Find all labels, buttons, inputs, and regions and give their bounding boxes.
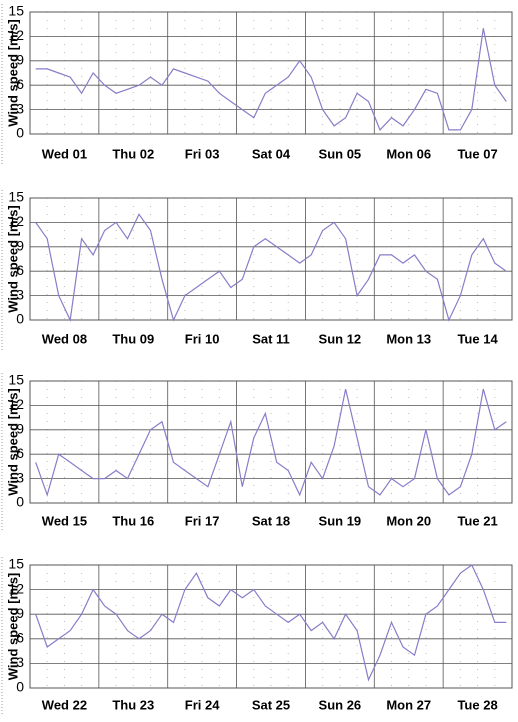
y-tick-label: 0 xyxy=(16,679,24,695)
wind-line xyxy=(35,28,507,131)
x-tick-label: Tue 07 xyxy=(457,146,497,161)
y-tick-label: 6 xyxy=(16,630,24,646)
x-tick-label: Sat 04 xyxy=(252,146,291,161)
y-tick-label: 15 xyxy=(8,189,24,205)
y-tick-label: 0 xyxy=(16,494,24,510)
y-tick-label: 6 xyxy=(16,262,24,278)
x-tick-label: Tue 28 xyxy=(457,697,497,712)
wind-line xyxy=(35,388,507,497)
plot-area xyxy=(29,197,513,321)
y-tick-label: 6 xyxy=(16,445,24,461)
x-tick-label: Fri 03 xyxy=(185,146,220,161)
y-tick-label: 12 xyxy=(8,213,24,229)
x-tick-label: Sat 18 xyxy=(252,513,290,528)
x-tick-label: Sat 11 xyxy=(252,331,290,346)
x-tick-label: Sun 26 xyxy=(319,697,362,712)
y-tick-label: 0 xyxy=(16,311,24,327)
x-tick-label: Wed 15 xyxy=(42,513,87,528)
y-axis-label: Wind speed [m/s] xyxy=(5,205,20,313)
plot-area xyxy=(29,564,513,689)
y-tick-label: 12 xyxy=(8,27,24,43)
x-tick-label: Fri 17 xyxy=(185,513,220,528)
x-tick-label: Wed 22 xyxy=(42,697,87,712)
x-tick-label: Mon 13 xyxy=(386,331,431,346)
y-tick-label: 15 xyxy=(8,3,24,19)
x-tick-label: Wed 01 xyxy=(42,146,87,161)
y-tick-label: 0 xyxy=(16,125,24,141)
y-tick-label: 15 xyxy=(8,556,24,572)
x-tick-label: Fri 24 xyxy=(185,697,220,712)
y-tick-label: 3 xyxy=(16,654,24,670)
x-tick-label: Mon 06 xyxy=(386,146,431,161)
x-tick-label: Fri 10 xyxy=(185,331,220,346)
y-tick-label: 9 xyxy=(16,238,24,254)
y-tick-label: 12 xyxy=(8,580,24,596)
wind-line xyxy=(35,564,507,682)
y-tick-label: 9 xyxy=(16,421,24,437)
y-axis-label: Wind speed [m/s] xyxy=(5,388,20,496)
x-tick-label: Mon 27 xyxy=(386,697,431,712)
plot-area xyxy=(29,380,513,504)
x-tick-label: Wed 08 xyxy=(42,331,87,346)
x-tick-label: Thu 02 xyxy=(112,146,154,161)
y-tick-label: 3 xyxy=(16,469,24,485)
x-tick-label: Thu 23 xyxy=(112,697,154,712)
x-tick-label: Thu 16 xyxy=(112,513,154,528)
y-axis-label: Wind speed [m/s] xyxy=(5,19,20,127)
y-tick-label: 3 xyxy=(16,286,24,302)
y-tick-label: 12 xyxy=(8,396,24,412)
x-tick-label: Sun 19 xyxy=(319,513,362,528)
wind-line xyxy=(35,213,507,323)
x-tick-label: Tue 21 xyxy=(457,513,497,528)
y-tick-label: 9 xyxy=(16,52,24,68)
plot-area xyxy=(29,11,513,135)
x-tick-label: Tue 14 xyxy=(457,331,498,346)
x-tick-label: Mon 20 xyxy=(386,513,431,528)
x-tick-label: Sat 25 xyxy=(252,697,290,712)
y-tick-label: 3 xyxy=(16,100,24,116)
x-tick-label: Thu 09 xyxy=(112,331,154,346)
y-tick-label: 15 xyxy=(8,372,24,388)
x-tick-label: Sun 12 xyxy=(319,331,362,346)
y-axis-label: Wind speed [m/s] xyxy=(5,573,20,681)
y-tick-label: 6 xyxy=(16,76,24,92)
x-tick-label: Sun 05 xyxy=(319,146,362,161)
y-tick-label: 9 xyxy=(16,605,24,621)
